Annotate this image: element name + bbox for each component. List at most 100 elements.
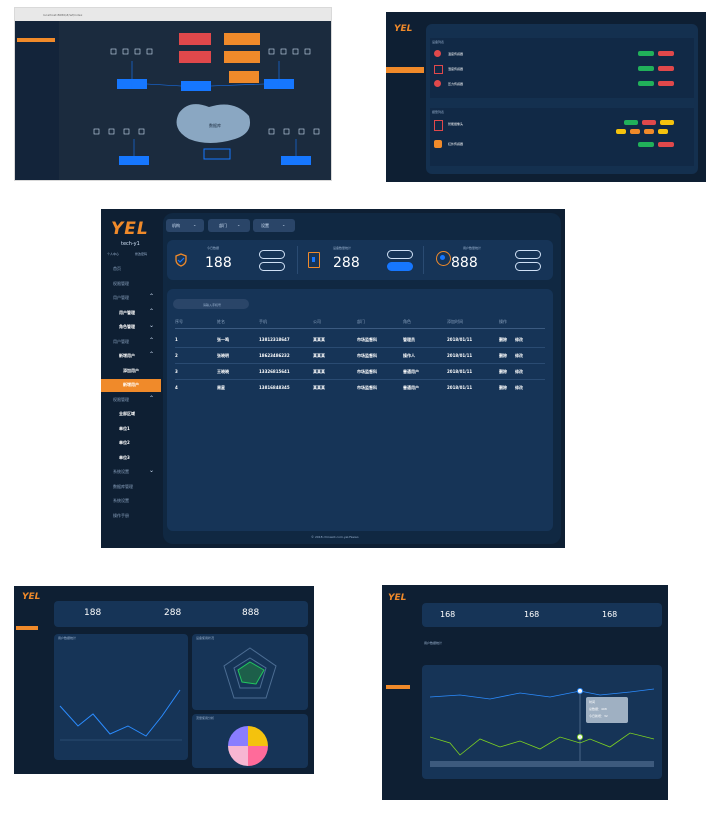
edit-link[interactable]: 修改 (515, 337, 523, 342)
chevron-up-icon: ⌃ (149, 307, 155, 315)
user-icon (436, 251, 451, 266)
table-cell: 普通用户 (403, 385, 419, 390)
chevron-up-icon: ⌃ (149, 394, 155, 402)
browser-bar (15, 8, 331, 21)
stat-value: 888 (451, 255, 478, 271)
mock1-center-label: 数据库 (209, 122, 221, 128)
sidebar-item[interactable]: 新增用户 ⌃ (101, 350, 161, 363)
sidebar-item-label: 全部区域 (119, 411, 135, 416)
stat-value: 288 (333, 255, 360, 271)
stat-label: 设备数量统计 (333, 246, 352, 250)
sidebar-item[interactable]: 角色管理 ⌄ (101, 321, 161, 334)
tooltip-line: 今日新增：32 (589, 714, 608, 718)
mock2-section-1: 设备列表 (432, 40, 445, 44)
sidebar-item[interactable]: 用户管理 ⌃ (101, 307, 161, 320)
topnav-dept[interactable] (208, 219, 250, 232)
edit-link[interactable]: 修改 (515, 353, 523, 358)
main-user-link-password[interactable]: 修改密码 (135, 252, 148, 256)
sidebar-item[interactable]: 全部区域 (101, 408, 161, 421)
sidebar-item[interactable]: 数据库管理 (101, 481, 161, 494)
chevron-up-icon: ⌃ (149, 293, 155, 300)
mockup-line-chart: YEL 168 168 168 用户数据统计 时间 总数据：498 今日新增：3… (382, 585, 668, 800)
mock1-sidebar-active (17, 38, 55, 42)
row-divider (175, 379, 545, 380)
table-cell: 张一鸣 (217, 337, 229, 342)
chevron-down-icon: ⌄ (149, 467, 155, 474)
sidebar-item[interactable]: 添加用户 (101, 365, 161, 378)
sidebar-item[interactable]: 权限管理 ⌃ (101, 394, 161, 407)
footer: © 2018 chinaiot.com.yel.Fasiao (311, 535, 359, 539)
sidebar-item[interactable]: 系统设置 ⌄ (101, 466, 161, 479)
sidebar-item[interactable]: 用户管理 ⌃ (101, 292, 161, 305)
table-cell: 操作人 (403, 353, 415, 358)
edit-link[interactable]: 修改 (515, 385, 523, 390)
sidebar-item[interactable]: 单位1 (101, 423, 161, 436)
mock4-sidebar-active (386, 685, 410, 689)
table-header: 姓名 (217, 319, 225, 324)
delete-link[interactable]: 删除 (499, 369, 507, 374)
main-screenshot: YEL tech-y1 个人中心 修改密码 首页 权限管理 用户管理 ⌃ 用户管理 ⌃ 角色… (101, 209, 565, 548)
chevron-up-icon: ⌃ (149, 351, 155, 358)
table-cell: 管理员 (403, 337, 415, 342)
topnav-org[interactable] (166, 219, 204, 232)
browser-url: localhost:8080/#/wf/index (43, 13, 83, 17)
sidebar-item-label: 新增用户 (123, 382, 139, 387)
sidebar-item-label: 权限管理 (113, 280, 129, 286)
user-table: 序号 姓名 手机 公司 部门 角色 添加时间 操作 1 张一鸣 13812318647 某某某 市场监督… (175, 319, 545, 409)
sidebar-item-label: 系统设置 (113, 498, 129, 503)
delete-link[interactable]: 删除 (499, 353, 507, 358)
sidebar-item-label: 系统设置 (113, 469, 129, 474)
table-cell: 2018/01/11 (447, 337, 473, 342)
table-cell: 周星 (217, 385, 225, 390)
mock2-sidebar-active (386, 67, 424, 73)
table-cell: 13816848345 (259, 385, 290, 390)
sidebar-item[interactable]: 新增用户 (101, 379, 161, 392)
sidebar-item-label: 单位2 (119, 440, 130, 445)
sidebar-item[interactable]: 首页 (101, 263, 161, 276)
sidebar-item[interactable]: 用户管理 ⌃ (101, 336, 161, 349)
table-cell: 某某某 (313, 369, 325, 374)
table-header: 角色 (403, 319, 411, 324)
search-input[interactable] (173, 299, 249, 309)
sidebar-item-label: 单位1 (119, 425, 130, 431)
sidebar-item-label: 用户管理 (113, 295, 129, 300)
shield-icon (175, 253, 187, 267)
sidebar-item-label: 用户管理 (113, 338, 129, 344)
stat-button-chart[interactable] (259, 250, 285, 259)
delete-link[interactable]: 删除 (499, 385, 507, 390)
table-cell: 市场监督科 (357, 353, 377, 358)
table-header: 序号 (175, 319, 183, 324)
topnav-settings[interactable] (253, 219, 295, 232)
table-cell: 2018/01/11 (447, 353, 473, 358)
sidebar-item[interactable]: 单位2 (101, 437, 161, 450)
battery-icon (308, 252, 320, 268)
stat-button-download[interactable] (387, 262, 413, 271)
table-cell: 1 (175, 337, 178, 342)
sidebar-item-label: 用户管理 (119, 309, 135, 315)
main-user-link-profile[interactable]: 个人中心 (107, 252, 120, 256)
delete-link[interactable]: 删除 (499, 337, 507, 342)
sidebar-item[interactable]: 操作手册 (101, 510, 161, 523)
edit-link[interactable]: 修改 (515, 369, 523, 374)
stat-button-download[interactable] (515, 262, 541, 271)
mock1-sidebar (15, 21, 59, 180)
stat-button-chart[interactable] (387, 250, 413, 259)
table-cell: 市场监督科 (357, 369, 377, 374)
sidebar-item[interactable]: 权限管理 (101, 278, 161, 291)
sidebar-item-label: 数据库管理 (113, 483, 133, 489)
row-divider (175, 363, 545, 364)
stat-button-chart[interactable] (515, 250, 541, 259)
mock3-panel-title: 用户数据统计 (58, 636, 77, 640)
tooltip (586, 697, 628, 723)
sidebar-item[interactable]: 单位3 (101, 452, 161, 465)
mock2-row-label: 湿度传感器 (448, 67, 464, 71)
table-cell: 张晓明 (217, 353, 229, 358)
search-placeholder: 请输入手机号 (203, 303, 222, 307)
table-cell: 13812318647 (259, 337, 290, 342)
chevron-up-icon: ⌃ (149, 336, 155, 344)
sidebar-item-label: 权限管理 (113, 396, 129, 402)
table-cell: 某某某 (313, 385, 325, 390)
stat-button-download[interactable] (259, 262, 285, 271)
table-header: 添加时间 (447, 319, 463, 324)
sidebar-item[interactable]: 系统设置 (101, 495, 161, 508)
